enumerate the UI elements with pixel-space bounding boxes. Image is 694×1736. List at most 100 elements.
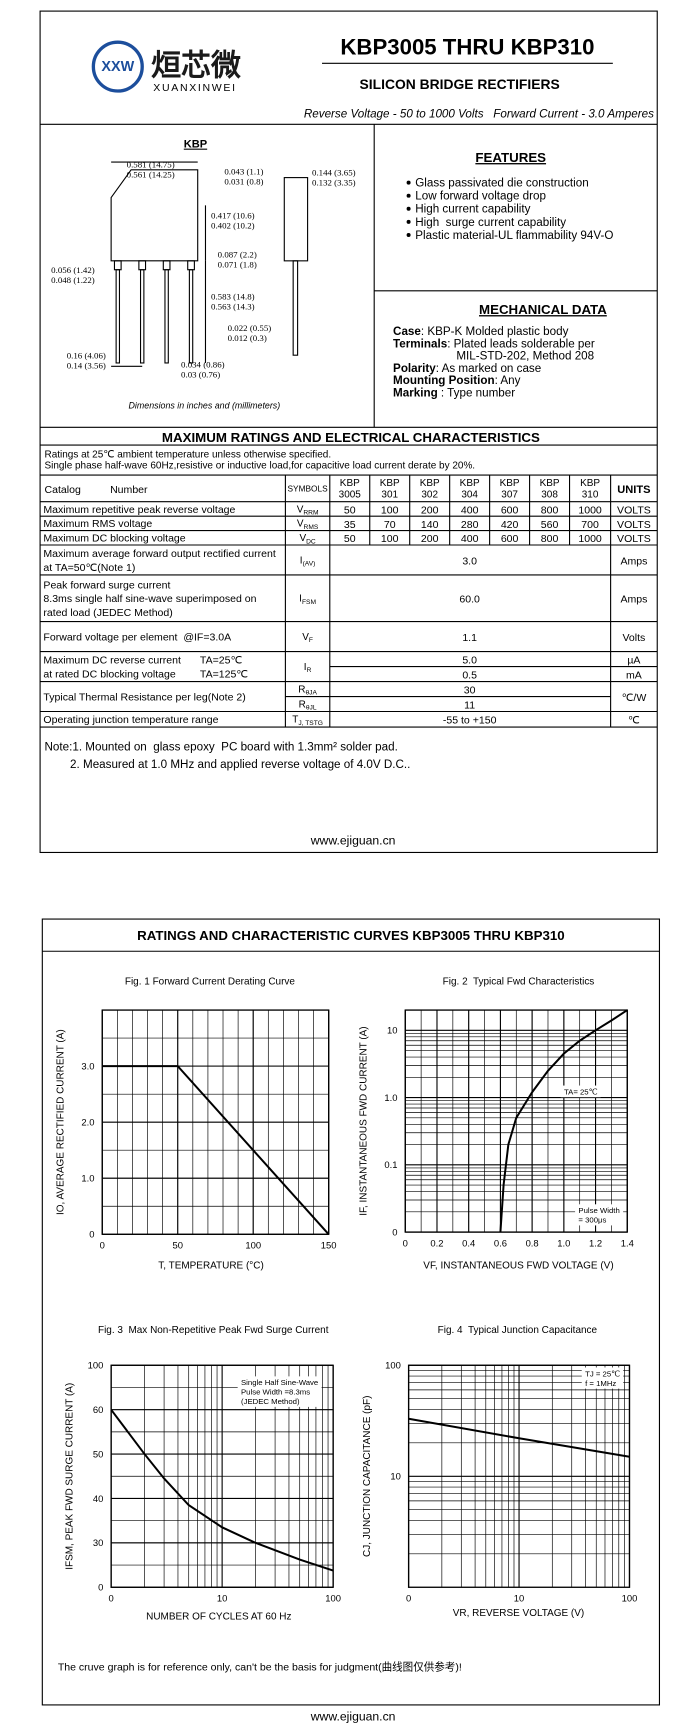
header-cell: KBP — [380, 478, 400, 489]
header-cell: 304 — [461, 489, 478, 500]
lead — [188, 269, 194, 364]
x-tick-label: 150 — [321, 1240, 337, 1251]
annotation-bg — [581, 1367, 624, 1389]
page2-frame — [41, 918, 661, 1706]
row-value: 800 — [541, 533, 559, 545]
chart-title: Fig. 1 Forward Current Derating Curve — [125, 977, 296, 988]
symbol: IR — [304, 662, 312, 674]
header-cell: KBP — [340, 478, 360, 489]
row-desc: Maximum repetitive peak reverse voltage — [43, 504, 235, 516]
mech-text: : Any — [495, 374, 521, 387]
annotation: Pulse Width — [578, 1206, 619, 1215]
header-cell: KBP — [460, 478, 480, 489]
row-value: 5.0 — [462, 654, 477, 666]
x-axis-label: NUMBER OF CYCLES AT 60 Hz — [146, 1611, 291, 1622]
footer: www.ejiguan.cn — [310, 1709, 396, 1723]
x-tick-label: 100 — [325, 1593, 341, 1604]
row-value: 800 — [541, 504, 559, 516]
footnote: 2. Measured at 1.0 MHz and applied rever… — [70, 758, 410, 771]
x-tick-label: 0 — [109, 1593, 114, 1604]
x-tick-label: 1.0 — [557, 1238, 570, 1249]
header-cell: 3005 — [339, 489, 362, 500]
symbol-sub: J, TSTG — [298, 720, 323, 727]
dimension: 0.402 (10.2) — [211, 221, 255, 231]
row-desc: Typical Thermal Resistance per leg(Note … — [43, 691, 245, 703]
mechanical-item: Marking : Type number — [393, 386, 515, 399]
symbol: TJ, TSTG — [292, 715, 323, 727]
dimension: 0.583 (14.8) — [211, 292, 255, 302]
lead — [162, 260, 171, 271]
dimension: 0.16 (4.06) — [67, 351, 106, 361]
row-unit: VOLTS — [617, 519, 651, 531]
mech-label: Terminals — [393, 337, 447, 350]
row-desc: 8.3ms single half sine-wave superimposed… — [43, 593, 256, 605]
symbol-main: T — [292, 715, 298, 726]
plot-frame — [404, 1009, 628, 1233]
x-tick-label: 50 — [172, 1240, 182, 1251]
row-value: 420 — [501, 519, 519, 531]
dimension: 0.012 (0.3) — [228, 333, 267, 343]
x-tick-label: 1.4 — [621, 1238, 634, 1249]
annotation: f = 1MHz — [585, 1379, 616, 1388]
header-cell: KBP — [540, 478, 560, 489]
x-axis-label: VF, INSTANTANEOUS FWD VOLTAGE (V) — [423, 1261, 613, 1272]
symbol: VF — [302, 632, 313, 644]
annotation: Single Half Sine-Wave — [241, 1378, 318, 1387]
plot-frame — [101, 1009, 330, 1235]
header-cell: KBP — [420, 478, 440, 489]
feature-item: High current capability — [415, 203, 530, 216]
lead — [164, 269, 169, 364]
x-tick-label: 10 — [514, 1593, 524, 1604]
row-desc: rated load (JEDEC Method) — [43, 607, 172, 619]
row-unit: mA — [626, 669, 642, 681]
mechanical-item: Mounting Position: Any — [393, 374, 521, 387]
x-tick-label: 0.6 — [494, 1238, 507, 1249]
plot-frame — [110, 1364, 334, 1588]
curve — [499, 1009, 628, 1233]
row-condition: TA=25℃ — [200, 654, 243, 666]
annotation: = 300μs — [578, 1216, 606, 1225]
table-title: MAXIMUM RATINGS AND ELECTRICAL CHARACTER… — [162, 430, 540, 445]
symbol: VRRM — [297, 504, 319, 516]
row-value: 1.1 — [462, 632, 477, 644]
dimension: 0.144 (3.65) — [312, 167, 356, 177]
dimension: 0.14 (3.56) — [67, 361, 106, 371]
brand-en: XUANXINWEI — [153, 82, 236, 94]
caption: Dimensions in inches and (millimeters) — [129, 400, 281, 410]
annotation-bg — [237, 1376, 322, 1407]
row-value: 30 — [464, 684, 476, 696]
dimension: 0.563 (14.3) — [211, 302, 255, 312]
y-tick-label: 40 — [93, 1493, 103, 1504]
footnote: Note:1. Mounted on glass epoxy PC board … — [45, 740, 398, 753]
curve — [102, 1065, 330, 1235]
feature-item: Plastic material-UL flammability 94V-O — [415, 229, 613, 242]
row-unit: ℃/W — [622, 692, 647, 704]
curve — [110, 1409, 334, 1572]
y-axis-label: IFSM, PEAK FWD SURGE CURRENT (A) — [64, 1383, 75, 1570]
row-value: 400 — [461, 504, 479, 516]
mech-text: : Type number — [438, 386, 516, 399]
dimension: 0.071 (1.8) — [218, 260, 257, 270]
lead — [139, 269, 145, 364]
mech-text: MIL-STD-202, Method 208 — [456, 350, 594, 363]
subtitle: SILICON BRIDGE RECTIFIERS — [360, 76, 560, 92]
curve — [408, 1417, 630, 1458]
mech-label: Polarity — [393, 362, 436, 375]
y-tick-label: 0 — [89, 1229, 94, 1240]
dimension: 0.043 (1.1) — [224, 166, 263, 176]
row-value: 140 — [421, 519, 439, 531]
header-cell: 302 — [421, 489, 438, 500]
y-tick-label: 0 — [98, 1582, 103, 1593]
x-tick-label: 0.2 — [430, 1238, 443, 1249]
row-value: 70 — [384, 519, 396, 531]
row-value: 60.0 — [459, 594, 480, 606]
row-unit: VOLTS — [617, 504, 651, 516]
dimension: 0.022 (0.55) — [228, 323, 272, 333]
feature-item: High surge current capability — [415, 216, 566, 229]
row-desc: Maximum average forward output rectified… — [43, 548, 275, 560]
symbol: VDC — [299, 533, 315, 545]
symbol: IFSM — [299, 594, 316, 606]
annotation-bg — [560, 1085, 601, 1098]
mech-text: : Plated leads solderable per — [447, 337, 595, 350]
